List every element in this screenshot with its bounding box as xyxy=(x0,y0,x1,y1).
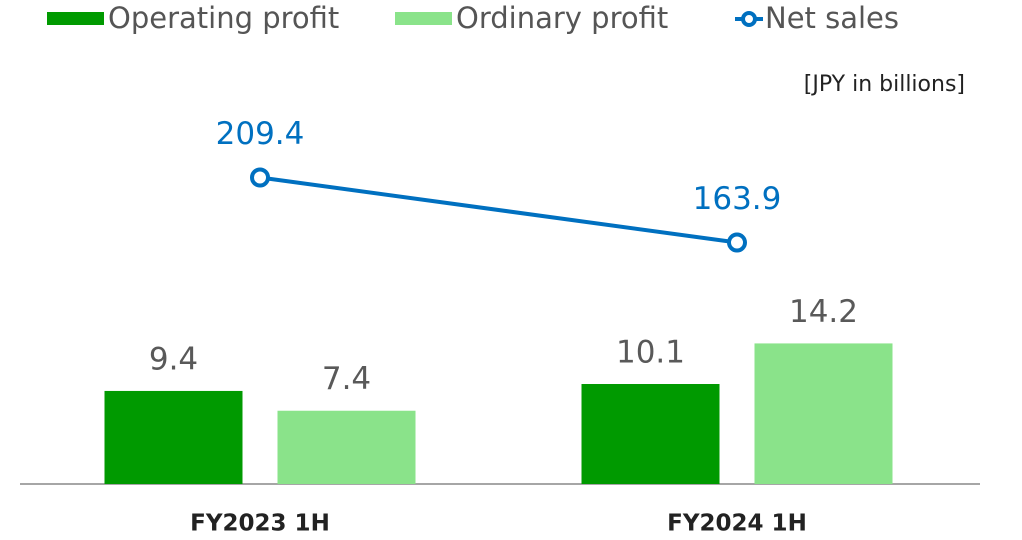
x-tick-label: FY2023 1H xyxy=(190,511,330,537)
bar xyxy=(581,384,720,484)
legend-label: Ordinary profit xyxy=(456,1,668,35)
bar xyxy=(104,390,243,484)
value-label: 14.2 xyxy=(789,294,858,330)
legend-swatch xyxy=(741,11,757,27)
bar xyxy=(754,343,893,484)
value-label: 163.9 xyxy=(693,181,782,217)
legend-swatch xyxy=(395,12,452,25)
line-marker xyxy=(250,167,270,188)
legend-label: Operating profit xyxy=(108,1,339,35)
value-label: 9.4 xyxy=(149,341,198,377)
legend-label: Net sales xyxy=(765,1,899,35)
bar xyxy=(277,410,416,484)
x-tick-label: FY2024 1H xyxy=(667,511,807,537)
value-label: 209.4 xyxy=(216,116,305,152)
value-label: 10.1 xyxy=(616,335,685,371)
line xyxy=(259,175,738,245)
legend-swatch xyxy=(47,12,104,25)
line-marker xyxy=(727,232,747,253)
unit-label: [JPY in billions] xyxy=(804,72,965,97)
value-label: 7.4 xyxy=(322,361,371,397)
